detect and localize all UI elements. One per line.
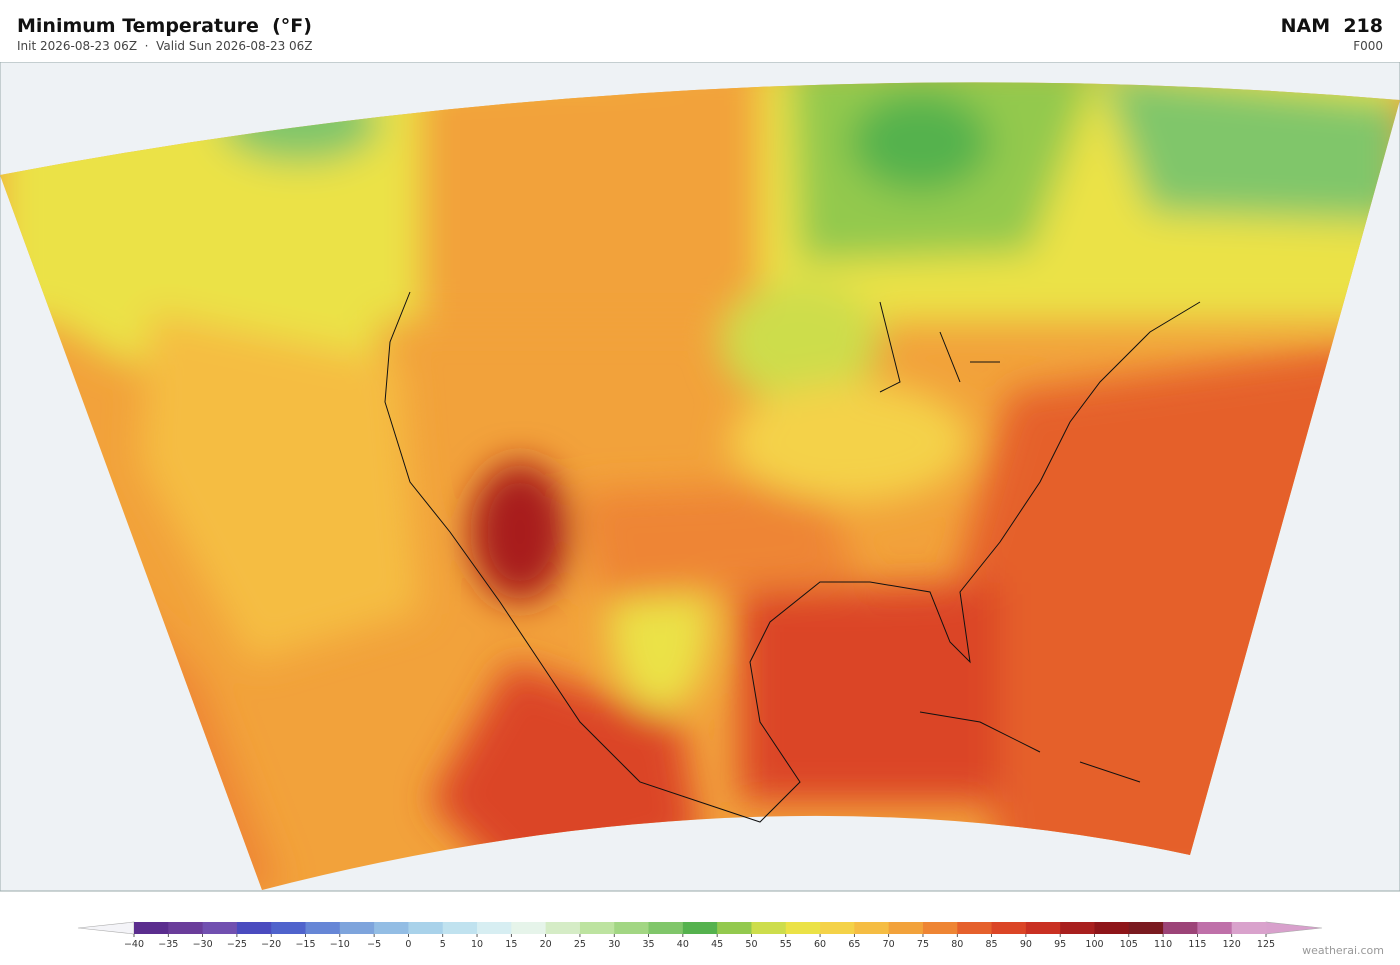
- coastlines: [384, 291, 1201, 823]
- colorbar-tick-label: 35: [642, 939, 654, 950]
- colorbar-segment: [134, 922, 169, 934]
- colorbar-segment: [271, 922, 307, 934]
- colorbar-tick-label: 120: [1223, 939, 1241, 950]
- colorbar-tick-label: 75: [917, 939, 929, 950]
- colorbar-segment: [477, 922, 512, 934]
- colorbar-tick-label: −5: [367, 939, 381, 950]
- subtitle: Init 2026-08-23 06Z · Valid Sun 2026-08-…: [17, 39, 313, 53]
- colorbar-segment: [579, 922, 615, 934]
- model-name: NAM 218: [1280, 15, 1383, 37]
- colorbar-tick-label: 15: [505, 939, 517, 950]
- colorbar-segment: [168, 922, 204, 934]
- colorbar-segment: [751, 922, 787, 934]
- title: Minimum Temperature (°F): [17, 15, 312, 37]
- colorbar-tick-label: 115: [1188, 939, 1206, 950]
- colorbar-segment: [820, 922, 855, 934]
- colorbar-tick-label: 80: [951, 939, 963, 950]
- colorbar-tick-label: 50: [745, 939, 757, 950]
- colorbar-segment: [1197, 922, 1233, 934]
- colorbar-tick-label: −40: [124, 939, 144, 950]
- colorbar-segment: [1060, 922, 1095, 934]
- credit: weatherai.com: [1302, 944, 1384, 957]
- colorbar-tick-label: 5: [440, 939, 446, 950]
- colorbar-segment: [888, 922, 924, 934]
- colorbar-segment: [545, 922, 581, 934]
- forecast-hour: F000: [1353, 39, 1383, 53]
- colorbar-tick-label: 90: [1020, 939, 1032, 950]
- colorbar-segment: [1094, 922, 1130, 934]
- colorbar-segment: [717, 922, 752, 934]
- colorbar-tick-label: 95: [1054, 939, 1066, 950]
- colorbar-segment: [374, 922, 409, 934]
- colorbar-under: [77, 921, 135, 935]
- colorbar-segment: [957, 922, 993, 934]
- colorbar-segment: [236, 922, 272, 934]
- colorbar-tick-label: −30: [193, 939, 213, 950]
- colorbar-segment: [305, 922, 341, 934]
- colorbar-tick-label: 70: [883, 939, 895, 950]
- colorbar-segment: [682, 922, 718, 934]
- colorbar-tick-label: 25: [574, 939, 586, 950]
- colorbar-segment: [614, 922, 650, 934]
- colorbar-segment: [648, 922, 684, 934]
- colorbar-tick-label: 65: [848, 939, 860, 950]
- colorbar-segment: [785, 922, 821, 934]
- colorbar-tick-label: −20: [261, 939, 281, 950]
- colorbar-segment: [511, 922, 547, 934]
- colorbar-tick-label: 60: [814, 939, 826, 950]
- colorbar-segment: [854, 922, 890, 934]
- colorbar-segment: [1163, 922, 1198, 934]
- colorbar-segment: [1128, 922, 1164, 934]
- colorbar-tick-label: 20: [540, 939, 552, 950]
- colorbar-tick-label: 30: [608, 939, 620, 950]
- colorbar-segment: [442, 922, 478, 934]
- colorbar-over: [1265, 921, 1323, 935]
- colorbar-tick-label: 110: [1154, 939, 1172, 950]
- colorbar-segment: [339, 922, 375, 934]
- colorbar-tick-label: 125: [1257, 939, 1275, 950]
- colorbar-tick-label: 85: [986, 939, 998, 950]
- colorbar-tick-label: 10: [471, 939, 483, 950]
- colorbar-tick-label: 40: [677, 939, 689, 950]
- colorbar-segment: [1231, 922, 1267, 934]
- colorbar-tick-label: 55: [780, 939, 792, 950]
- colorbar-segment: [202, 922, 238, 934]
- colorbar-tick-label: −25: [227, 939, 247, 950]
- colorbar: −40 −35 −30 −25 −20 −15 −10 −5 0 5 10 15 20 25 30 35 40 4…: [77, 921, 1323, 950]
- colorbar-tick-label: −10: [330, 939, 350, 950]
- colorbar-tick-label: −35: [158, 939, 178, 950]
- colorbar-segment: [1025, 922, 1061, 934]
- colorbar-tick-label: −15: [295, 939, 315, 950]
- colorbar-segment: [991, 922, 1027, 934]
- colorbar-tick-label: 0: [405, 939, 411, 950]
- colorbar-segment: [408, 922, 444, 934]
- colorbar-tick-label: 45: [711, 939, 723, 950]
- map: [0, 62, 1400, 892]
- colorbar-tick-label: 100: [1085, 939, 1103, 950]
- colorbar-tick-label: 105: [1120, 939, 1138, 950]
- colorbar-segment: [922, 922, 958, 934]
